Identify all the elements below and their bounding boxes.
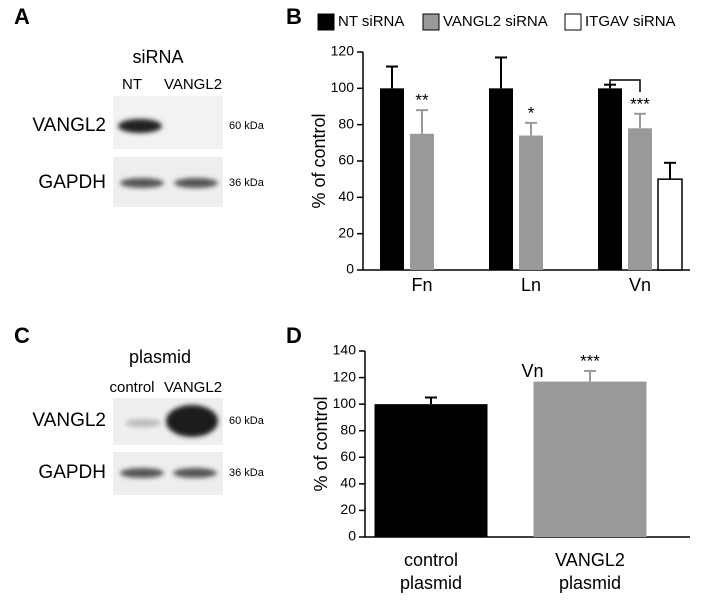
bar [489, 88, 513, 270]
y-tick-label: 80 [340, 421, 356, 437]
blot-band [120, 178, 164, 188]
x-tick-label: plasmid [559, 573, 621, 593]
panel-label: C [14, 323, 30, 348]
y-tick-label: 60 [338, 152, 354, 168]
row-label: GAPDH [38, 462, 106, 483]
bar [374, 404, 488, 537]
size-label: 36 kDa [229, 177, 265, 189]
x-tick-label: plasmid [400, 573, 462, 593]
y-tick-label: 0 [346, 261, 354, 277]
panel-label: D [286, 323, 302, 348]
legend-label: NT siRNA [338, 13, 404, 30]
y-tick-label: 20 [338, 224, 354, 240]
y-tick-label: 100 [331, 79, 355, 95]
y-axis-label: % of control [311, 396, 331, 491]
significance-label: *** [630, 94, 650, 113]
y-tick-label: 120 [333, 368, 357, 384]
bar [628, 128, 652, 270]
blot-band [118, 119, 162, 133]
significance-label: *** [580, 351, 600, 370]
legend-label: VANGL2 siRNA [443, 13, 548, 30]
row-label: VANGL2 [32, 115, 106, 136]
blot-band [166, 405, 218, 437]
lane-label: control [109, 379, 154, 396]
bar [533, 381, 647, 537]
y-tick-label: 80 [338, 115, 354, 131]
significance-label: * [528, 103, 535, 122]
y-tick-label: 60 [340, 448, 356, 464]
size-label: 60 kDa [229, 415, 265, 427]
size-label: 60 kDa [229, 120, 265, 132]
x-tick-label: Ln [521, 275, 541, 295]
legend-swatch [564, 13, 582, 31]
x-tick-label: VANGL2 [555, 550, 625, 570]
bar [410, 133, 434, 270]
lane-label: VANGL2 [164, 379, 222, 396]
panel-label: A [14, 4, 30, 29]
panel-label: B [286, 4, 302, 29]
bar [598, 88, 622, 270]
size-label: 36 kDa [229, 467, 265, 479]
lane-label: VANGL2 [164, 76, 222, 93]
chart-title: Vn [521, 361, 543, 381]
y-tick-label: 0 [348, 528, 356, 544]
significance-label: ** [415, 91, 429, 110]
bar [519, 135, 543, 270]
x-tick-label: control [404, 550, 458, 570]
bar [380, 88, 404, 270]
y-tick-label: 120 [331, 43, 355, 59]
blot-band [173, 468, 217, 478]
lane-label: NT [122, 76, 142, 93]
y-tick-label: 100 [333, 395, 357, 411]
y-tick-label: 20 [340, 501, 356, 517]
legend-label: ITGAV siRNA [585, 13, 676, 30]
y-tick-label: 140 [333, 342, 357, 358]
x-tick-label: Fn [411, 275, 432, 295]
blot-title: plasmid [129, 347, 191, 367]
comparison-bracket [609, 79, 641, 92]
y-axis-label: % of control [309, 113, 329, 208]
bar [657, 178, 683, 271]
blot-band [120, 468, 164, 478]
legend-swatch [422, 13, 440, 31]
row-label: GAPDH [38, 172, 106, 193]
blot-title: siRNA [132, 47, 183, 67]
blot-band [174, 178, 218, 188]
blot-band [125, 419, 161, 427]
x-tick-label: Vn [629, 275, 651, 295]
row-label: VANGL2 [32, 410, 106, 431]
y-tick-label: 40 [338, 188, 354, 204]
y-tick-label: 40 [340, 475, 356, 491]
legend-swatch [317, 13, 335, 31]
